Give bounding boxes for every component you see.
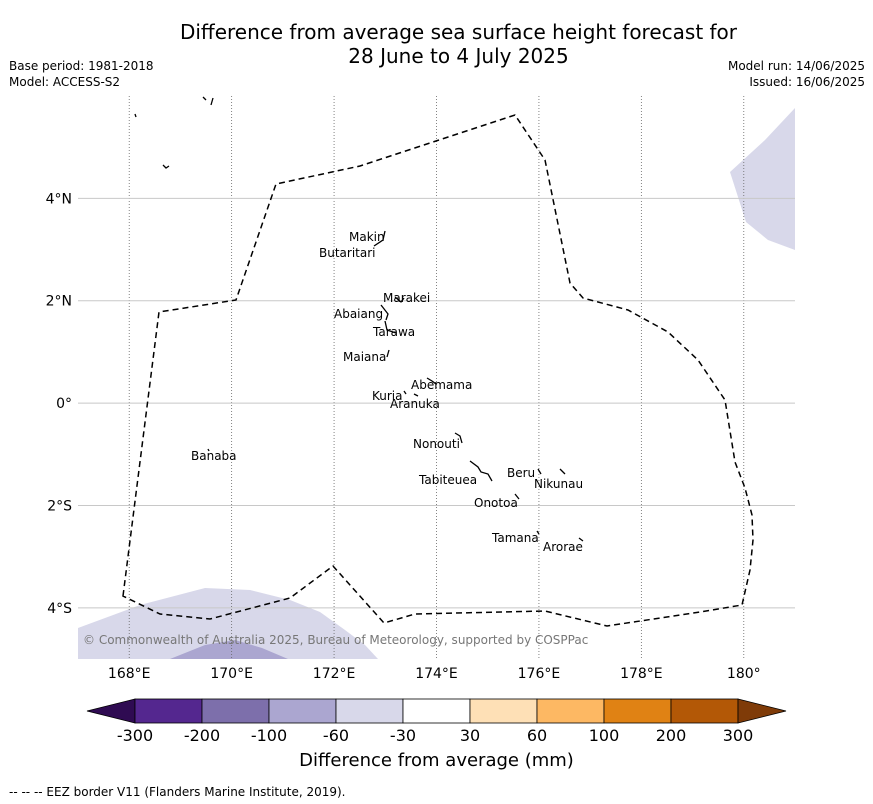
latitude-tick-labels: 4°N 2°N 0° 2°S 4°S: [46, 191, 73, 616]
island-label-abemama: Abemama: [411, 378, 472, 392]
title-line-1: Difference from average sea surface heig…: [179, 20, 738, 44]
colorbar-segment: [335, 698, 404, 724]
island-label-tabiteuea: Tabiteuea: [418, 473, 477, 487]
island-outline: [514, 493, 520, 500]
meta-left: Base period: 1981-2018 Model: ACCESS-S2: [9, 58, 154, 90]
island-outline: [210, 97, 214, 106]
island-outline: [202, 96, 207, 101]
colorbar-tick-labels: -300 -200 -100 -60 -30 30 60 100 200 300: [117, 726, 753, 745]
island-label-tamana: Tamana: [491, 531, 539, 545]
colorbar-segments: [86, 698, 787, 724]
colorbar-segment: [201, 698, 270, 724]
base-period-text: Base period: 1981-2018: [9, 59, 154, 73]
colorbar-segment: [134, 698, 203, 724]
colorbar-tick-label: 300: [723, 726, 754, 745]
anomaly-patch-south: [78, 588, 378, 659]
colorbar-segment: [603, 698, 672, 724]
island-outline: [386, 349, 390, 358]
copyright-notice: © Commonwealth of Australia 2025, Bureau…: [83, 633, 588, 647]
longitude-label: 168°E: [108, 666, 151, 682]
eez-footnote: -- -- -- EEZ border V11 (Flanders Marine…: [9, 785, 346, 799]
colorbar-tick-label: 30: [460, 726, 480, 745]
island-outline: [469, 460, 493, 482]
colorbar-tick-label: -30: [390, 726, 416, 745]
island-label-nonouti: Nonouti: [413, 437, 460, 451]
latitude-label: 2°N: [46, 294, 72, 310]
island-outline: [454, 432, 463, 444]
colorbar-segment: [670, 698, 739, 724]
island-label-maiana: Maiana: [343, 350, 386, 364]
island-outline: [394, 296, 405, 303]
island-outline: [578, 537, 584, 542]
island-label-beru: Beru: [507, 466, 535, 480]
island-label-marakei: Marakei: [383, 291, 430, 305]
colorbar-title: Difference from average (mm): [299, 750, 574, 771]
island-shapes: [134, 96, 584, 542]
colorbar-tick-label: -200: [184, 726, 220, 745]
island-label-butaritari: Butaritari: [319, 246, 376, 260]
island-labels: Makin Butaritari Marakei Abaiang Tarawa …: [191, 230, 583, 554]
longitude-label: 172°E: [313, 666, 356, 682]
longitude-label: 180°: [727, 666, 761, 682]
gridlines: [78, 96, 795, 659]
model-text: Model: ACCESS-S2: [9, 75, 121, 89]
island-outline: [162, 164, 170, 169]
colorbar-extend-high: [737, 698, 787, 724]
colorbar: -300 -200 -100 -60 -30 30 60 100 200 300: [86, 698, 787, 745]
colorbar-segment: [268, 698, 337, 724]
meta-right: Model run: 14/06/2025 Issued: 16/06/2025: [728, 58, 865, 90]
island-label-nikunau: Nikunau: [534, 477, 583, 491]
issued-text: Issued: 16/06/2025: [749, 75, 865, 89]
map-title: Difference from average sea surface heig…: [0, 20, 873, 68]
colorbar-segment: [536, 698, 605, 724]
island-label-arorae: Arorae: [543, 540, 583, 554]
longitude-label: 178°E: [620, 666, 663, 682]
longitude-label: 176°E: [518, 666, 561, 682]
longitude-label: 170°E: [210, 666, 253, 682]
latitude-label: 4°N: [46, 191, 72, 207]
forecast-map: Makin Butaritari Marakei Abaiang Tarawa …: [46, 96, 795, 682]
island-label-makin: Makin: [349, 230, 385, 244]
island-label-tarawa: Tarawa: [372, 325, 415, 339]
island-label-banaba: Banaba: [191, 449, 237, 463]
island-outline: [413, 393, 419, 397]
island-outline: [537, 468, 542, 475]
island-outline: [207, 448, 210, 452]
colorbar-tick-label: -100: [251, 726, 287, 745]
colorbar-tick-label: 100: [589, 726, 620, 745]
island-label-abaiang: Abaiang: [334, 307, 383, 321]
island-outline: [373, 230, 386, 247]
title-line-2: 28 June to 4 July 2025: [348, 44, 569, 68]
eez-border: [122, 114, 754, 627]
model-run-text: Model run: 14/06/2025: [727, 59, 865, 73]
longitude-label: 174°E: [415, 666, 458, 682]
island-outline: [426, 377, 437, 385]
anomaly-patch-south-core: [170, 640, 288, 659]
colorbar-tick-label: -60: [323, 726, 349, 745]
colorbar-tick-label: -300: [117, 726, 153, 745]
latitude-label: 2°S: [47, 498, 72, 514]
colorbar-tick-label: 60: [527, 726, 547, 745]
island-label-onotoa: Onotoa: [474, 496, 518, 510]
island-outline: [403, 390, 407, 395]
colorbar-extend-low: [86, 698, 136, 724]
island-label-aranuka: Aranuka: [390, 397, 440, 411]
anomaly-patch-northeast: [730, 108, 795, 250]
island-outline: [384, 320, 397, 334]
island-outline: [134, 113, 137, 118]
anomaly-shading: [78, 108, 795, 659]
colorbar-segment: [402, 698, 471, 724]
island-outline: [380, 304, 389, 321]
island-outline: [559, 468, 566, 475]
latitude-label: 0°: [56, 396, 72, 412]
longitude-tick-labels: 168°E 170°E 172°E 174°E 176°E 178°E 180°: [108, 666, 761, 682]
colorbar-segment: [469, 698, 538, 724]
latitude-label: 4°S: [47, 601, 72, 617]
island-outline: [536, 530, 540, 535]
colorbar-tick-label: 200: [656, 726, 687, 745]
island-label-kuria: Kuria: [372, 389, 403, 403]
